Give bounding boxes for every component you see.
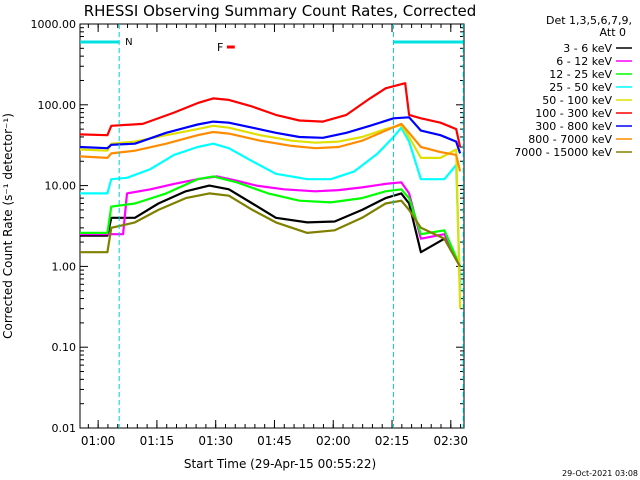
y-tick-label: 100.00 — [38, 99, 77, 112]
series-line — [80, 175, 462, 267]
legend-entry-label: 800 - 7000 keV — [528, 133, 612, 146]
footer-timestamp: 29-Oct-2021 03:08 — [562, 469, 638, 478]
legend-entry-label: 12 - 25 keV — [549, 68, 612, 81]
legend-entry-label: 3 - 6 keV — [563, 42, 612, 55]
x-tick-label: 01:30 — [198, 434, 233, 448]
flare-marker-label: F — [217, 41, 223, 54]
x-tick-label: 01:15 — [140, 434, 175, 448]
legend-entry-label: 100 - 300 keV — [535, 107, 612, 120]
y-tick-label: 10.00 — [45, 180, 77, 193]
chart-title: RHESSI Observing Summary Count Rates, Co… — [84, 2, 477, 20]
x-tick-label: 02:30 — [433, 434, 468, 448]
y-tick-label: 0.01 — [52, 422, 77, 435]
y-axis-label: Corrected Count Rate (s⁻¹ detector⁻¹) — [1, 113, 15, 339]
plot-frame — [79, 23, 465, 429]
legend-entry-label: 50 - 100 keV — [542, 94, 612, 107]
x-axis-label: Start Time (29-Apr-15 00:55:22) — [184, 457, 376, 471]
legend-header-line2: Att 0 — [600, 26, 626, 39]
y-axis: 1000.00 100.00 10.00 1.00 0.10 0.01 — [31, 18, 464, 435]
x-axis: 01:00 01:15 01:30 01:45 02:00 02:15 02:30 — [81, 24, 468, 448]
series-line — [79, 122, 462, 172]
series-line — [79, 116, 462, 154]
x-tick-label: 02:15 — [375, 434, 410, 448]
night-marker-label: N — [125, 37, 132, 48]
legend-entry-label: 6 - 12 keV — [556, 55, 612, 68]
series-line — [79, 82, 462, 148]
legend-header-line1: Det 1,3,5,6,7,9, — [546, 14, 632, 27]
y-tick-label: 1.00 — [52, 260, 77, 273]
y-tick-label: 1000.00 — [31, 18, 77, 31]
legend-entry-label: 7000 - 15000 keV — [514, 146, 612, 159]
x-tick-label: 02:00 — [316, 434, 351, 448]
series-line — [80, 175, 462, 267]
y-tick-label: 0.10 — [52, 341, 77, 354]
series-line — [80, 192, 462, 267]
legend-entry-label: 300 - 800 keV — [535, 120, 612, 133]
series-line — [79, 123, 462, 309]
x-tick-label: 01:00 — [81, 434, 116, 448]
plot-area — [79, 23, 465, 429]
legend-entry-label: 25 - 50 keV — [549, 81, 612, 94]
series-line — [80, 126, 462, 291]
series-line — [80, 184, 462, 267]
series-layer — [79, 82, 462, 309]
x-tick-label: 01:45 — [257, 434, 292, 448]
